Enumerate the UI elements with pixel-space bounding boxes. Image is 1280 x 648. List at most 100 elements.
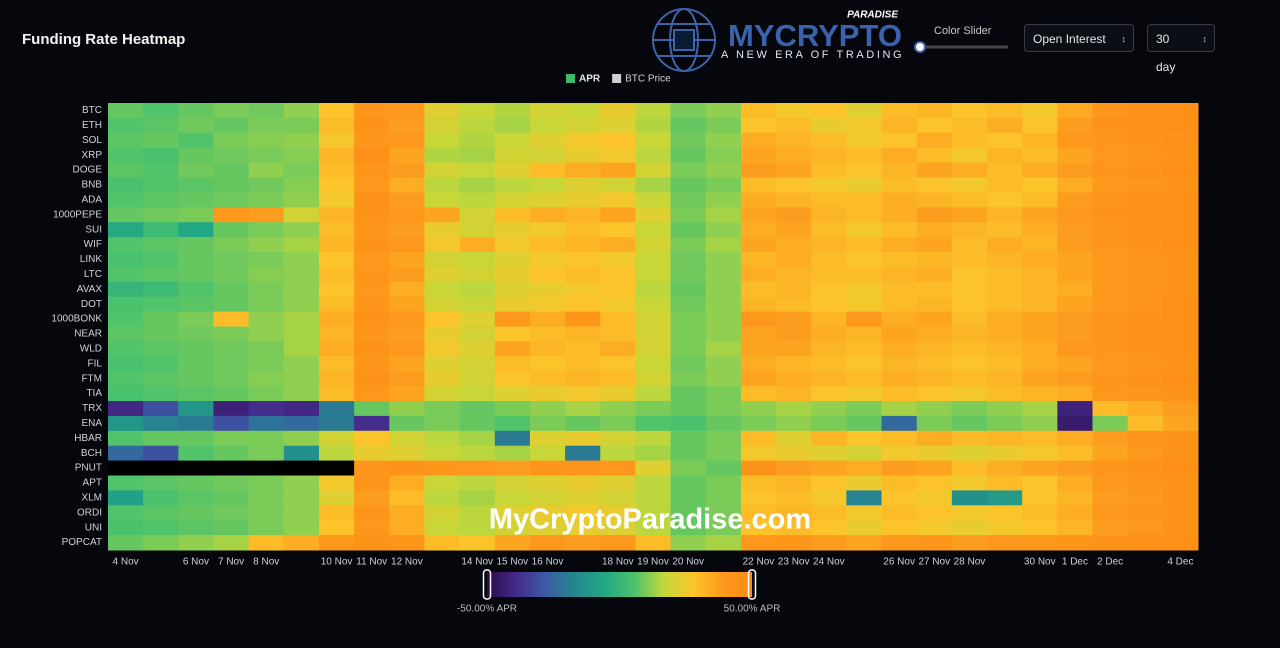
heat-cell [283, 296, 320, 313]
heat-cell [776, 252, 812, 268]
slider-label: Color Slider [934, 25, 992, 37]
heat-cell [529, 103, 566, 119]
logo-tagline: A NEW ERA OF TRADING [721, 49, 904, 61]
metric-select[interactable]: Open Interest ↕ [1024, 24, 1134, 52]
heat-cell [459, 103, 496, 119]
heat-cell [846, 207, 883, 223]
heat-cell [881, 237, 918, 253]
heat-cell [705, 415, 742, 432]
heat-cell [1162, 132, 1199, 149]
heat-cell [846, 281, 883, 298]
heat-cell [635, 341, 672, 357]
heat-cell [916, 490, 953, 506]
heat-cell [1127, 490, 1164, 506]
heat-cell [283, 430, 320, 447]
heat-cell [1162, 237, 1199, 253]
heat-cell [459, 326, 496, 342]
heat-cell [1162, 192, 1199, 208]
heat-cell [459, 341, 496, 357]
heat-cell [1092, 401, 1129, 417]
heat-cell [600, 326, 636, 342]
heat-cell [1022, 505, 1058, 521]
heat-cell [354, 326, 390, 342]
row-label: XRP [81, 150, 102, 161]
heat-cell [705, 103, 742, 119]
x-tick-label: 6 Nov [183, 557, 209, 568]
heat-cell [1127, 281, 1164, 298]
heat-cell [951, 281, 988, 298]
logo-text: MYCRYPTO [728, 18, 902, 53]
heat-cell [389, 460, 425, 476]
no-data-cell [248, 460, 285, 476]
heat-cell [635, 520, 672, 536]
heat-cell [916, 296, 953, 313]
heat-cell [318, 222, 355, 238]
heat-cell [389, 132, 425, 149]
heat-cell [1022, 475, 1058, 491]
heat-cell [740, 371, 777, 387]
heat-cell [248, 371, 285, 387]
heat-cell [318, 132, 355, 149]
heat-cell [424, 311, 461, 327]
heat-cell [740, 207, 777, 223]
heat-cell [1162, 311, 1199, 327]
heat-cell [318, 207, 355, 223]
heat-cell [1022, 460, 1058, 476]
heat-cell [108, 266, 144, 283]
heat-cell [670, 103, 707, 119]
heat-cell [846, 177, 883, 193]
heat-cell [846, 460, 883, 476]
heat-cell [213, 371, 250, 387]
heat-cell [811, 415, 847, 432]
heat-cell [635, 386, 672, 402]
heat-cell [600, 266, 636, 283]
heat-cell [1022, 207, 1058, 223]
heat-cell [987, 460, 1023, 476]
heat-cell [1092, 252, 1129, 268]
heat-cell [740, 430, 777, 447]
heat-cell [389, 296, 425, 313]
heat-cell [1057, 207, 1094, 223]
colorbar [487, 572, 752, 597]
heat-cell [283, 386, 320, 402]
row-label: FIL [88, 358, 103, 369]
heat-cell [143, 281, 179, 298]
heat-cell [565, 162, 601, 178]
heat-cell [178, 237, 214, 253]
heat-cell [1092, 326, 1129, 342]
heat-cell [1092, 371, 1129, 387]
heat-cell [916, 237, 953, 253]
heat-cell [565, 356, 601, 372]
heat-cell [705, 177, 742, 193]
heat-cell [424, 177, 461, 193]
heat-cell [213, 192, 250, 208]
heat-cell [600, 356, 636, 372]
heat-cell [846, 132, 883, 149]
period-select[interactable]: 30 day ↕ [1147, 24, 1215, 74]
heat-cell [1057, 430, 1094, 447]
heat-cell [1057, 266, 1094, 283]
heat-cell [1162, 117, 1199, 134]
heat-cell [213, 475, 250, 491]
heat-cell [1057, 281, 1094, 298]
heat-cell [776, 535, 812, 551]
heat-cell [424, 162, 461, 178]
row-label: ETH [82, 120, 102, 131]
heat-cell [494, 192, 531, 208]
slider-knob[interactable] [914, 41, 926, 53]
x-tick-label: 15 Nov [497, 557, 529, 568]
heat-cell [776, 475, 812, 491]
heat-cell [811, 237, 847, 253]
heat-cell [424, 520, 461, 536]
heat-cell [881, 281, 918, 298]
heat-cell [389, 520, 425, 536]
heat-cell [1057, 147, 1094, 164]
heat-cell [740, 386, 777, 402]
heat-cell [881, 162, 918, 178]
heat-cell [670, 266, 707, 283]
heat-cell [529, 475, 566, 491]
heat-cell [389, 222, 425, 238]
heat-cell [951, 386, 988, 402]
heat-cell [881, 326, 918, 342]
